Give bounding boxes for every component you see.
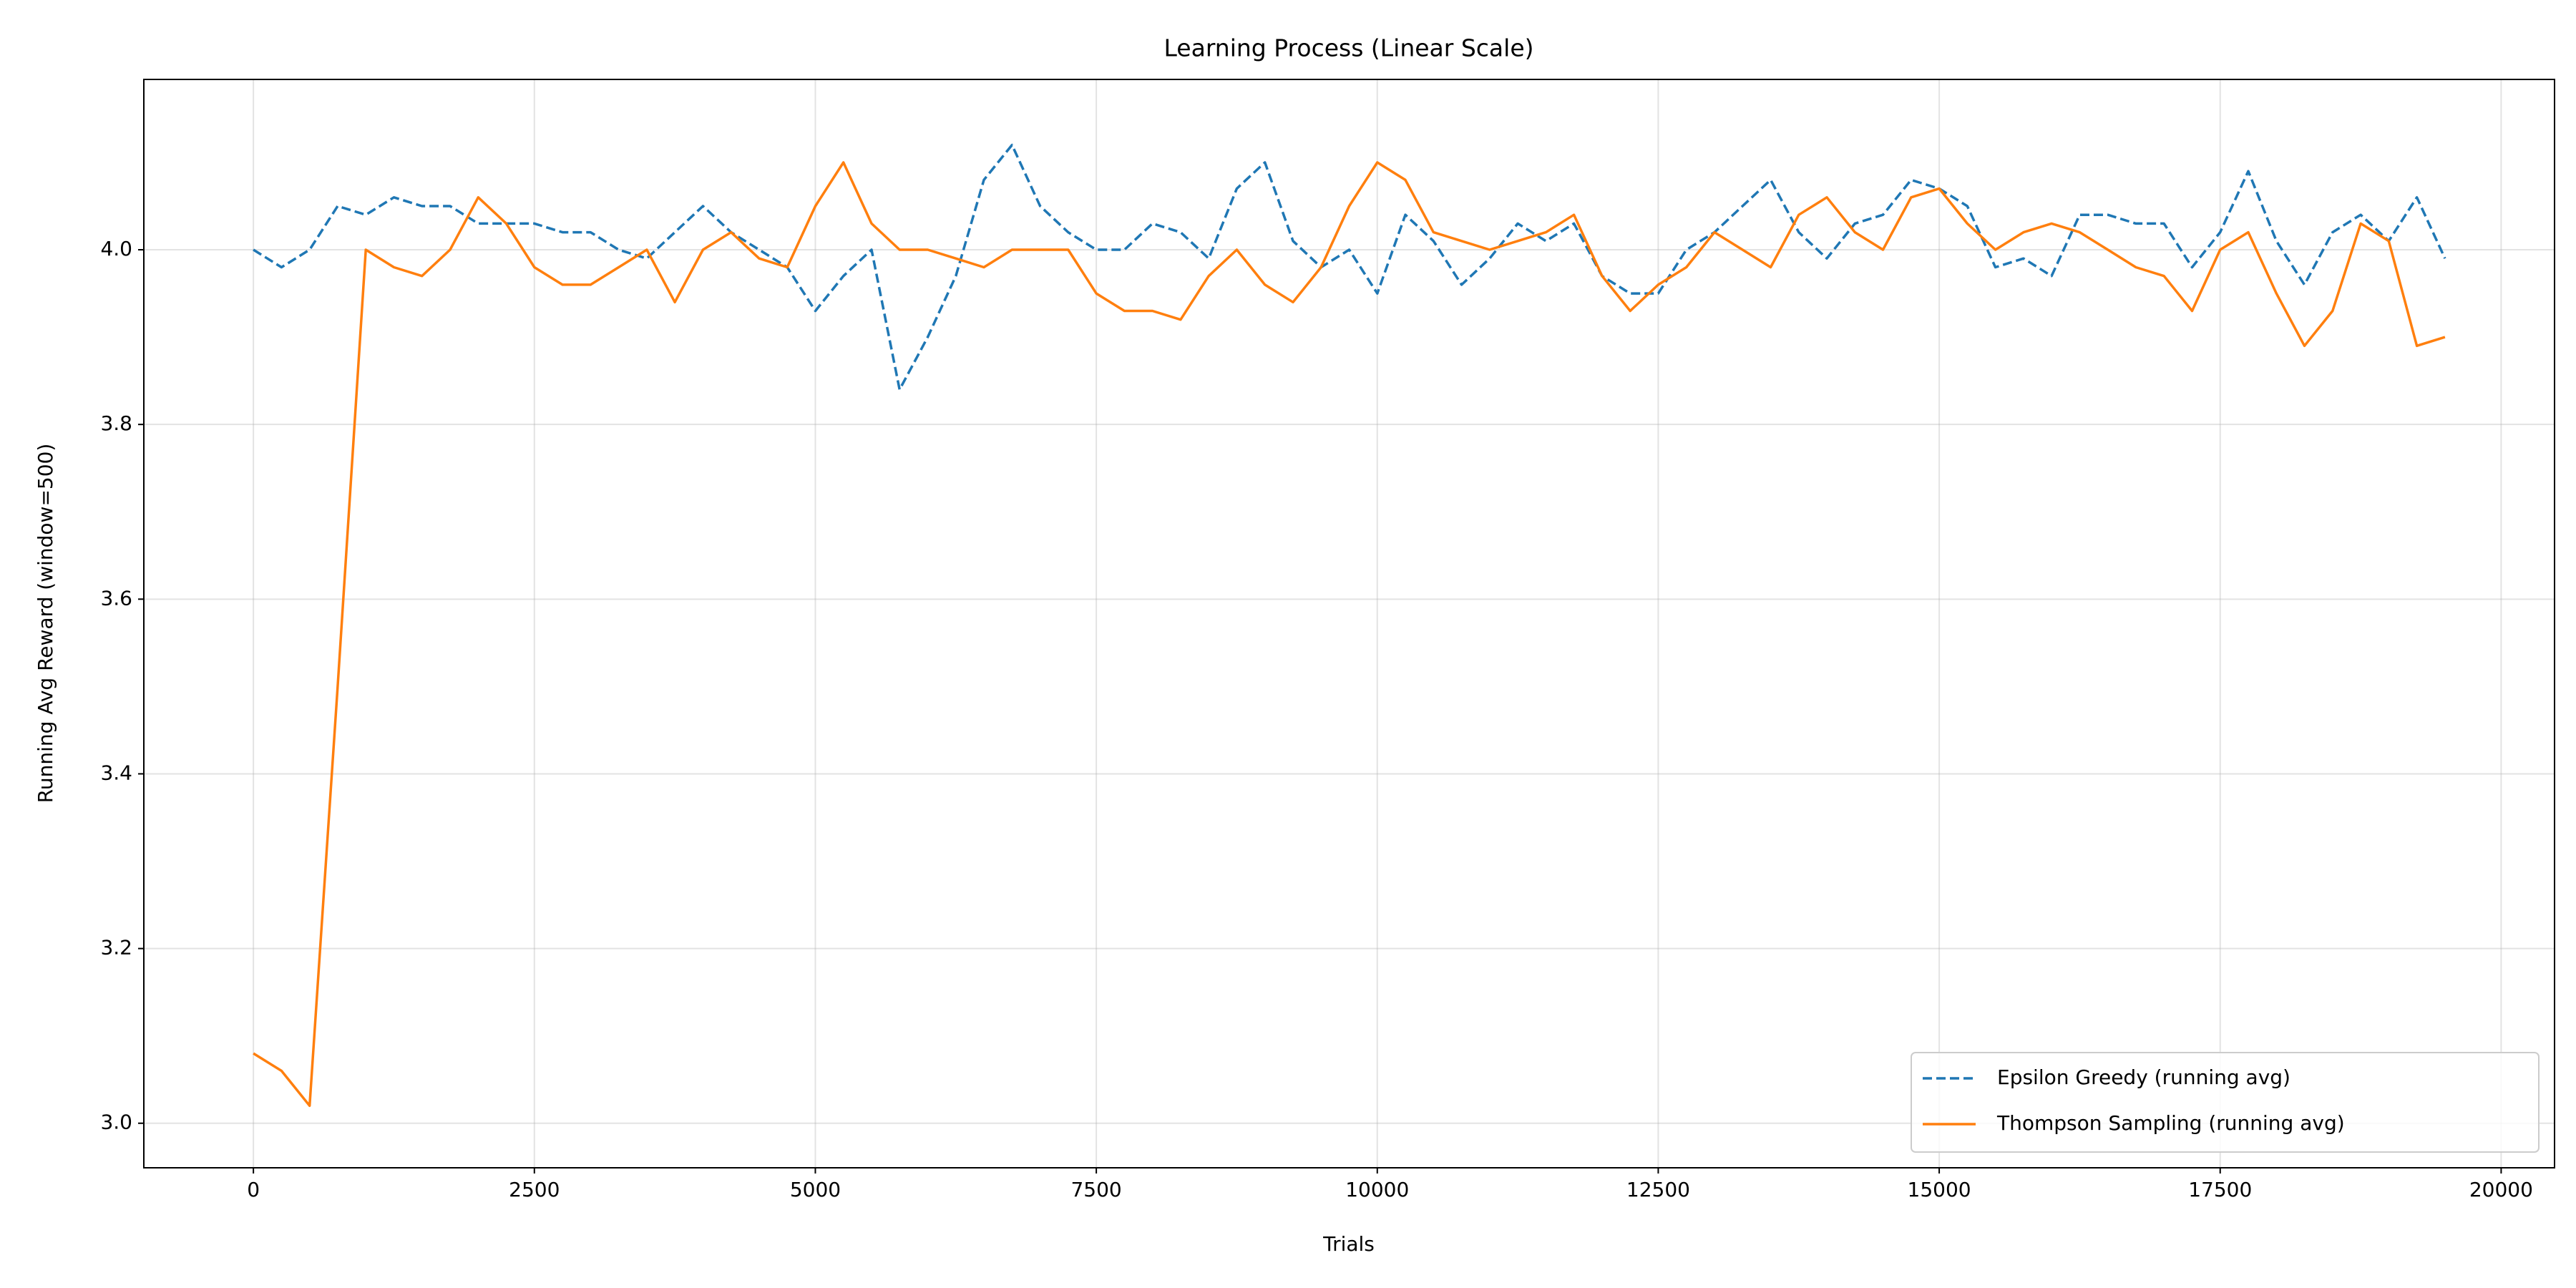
legend-label: Epsilon Greedy (running avg) — [1997, 1065, 2290, 1089]
x-axis-label: Trials — [1322, 1232, 1375, 1256]
plot-frame — [143, 79, 2555, 1169]
y-tick-label: 4.0 — [100, 237, 132, 260]
x-tick-label: 12500 — [1626, 1178, 1690, 1201]
x-tick-label: 17500 — [2188, 1178, 2252, 1201]
legend-box — [1911, 1052, 2540, 1153]
series-line — [253, 143, 2446, 391]
x-tick-label: 10000 — [1345, 1178, 1409, 1201]
legend-label: Thompson Sampling (running avg) — [1996, 1111, 2345, 1135]
y-tick-label: 3.4 — [100, 761, 132, 784]
y-tick-label: 3.0 — [100, 1111, 132, 1134]
chart-title: Learning Process (Linear Scale) — [1163, 34, 1533, 62]
series-line — [253, 161, 2446, 1108]
y-axis-label: Running Avg Reward (window=500) — [34, 444, 57, 804]
x-tick-label: 2500 — [509, 1178, 560, 1201]
x-tick-label: 15000 — [1908, 1178, 1971, 1201]
x-tick-label: 0 — [247, 1178, 260, 1201]
x-tick-label: 20000 — [2469, 1178, 2533, 1201]
x-tick-label: 5000 — [790, 1178, 841, 1201]
x-tick-label: 7500 — [1070, 1178, 1121, 1201]
y-tick-label: 3.8 — [100, 411, 132, 435]
y-tick-label: 3.6 — [100, 586, 132, 610]
y-tick-label: 3.2 — [100, 936, 132, 960]
